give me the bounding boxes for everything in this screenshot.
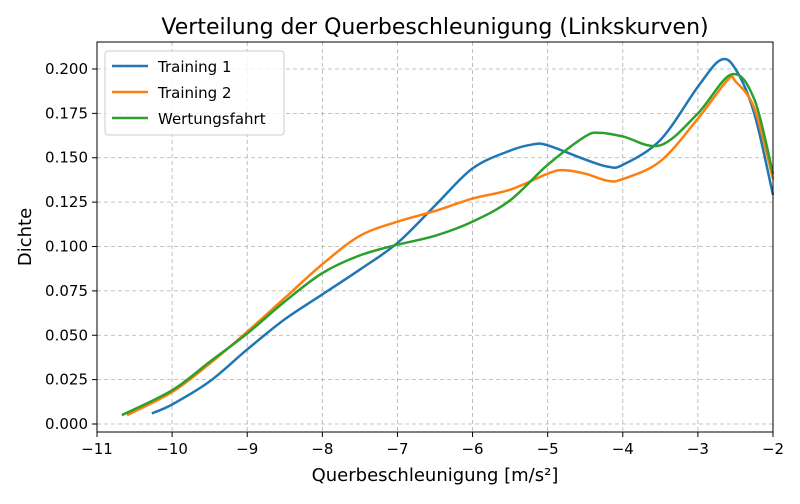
x-tick-label: −3 (687, 440, 709, 458)
y-tick-label: 0.075 (45, 282, 88, 300)
legend-label: Training 1 (157, 58, 232, 76)
chart-title: Verteilung der Querbeschleunigung (Links… (161, 15, 708, 40)
y-axis-label: Dichte (15, 208, 36, 266)
y-tick-label: 0.100 (45, 237, 88, 255)
x-tick-label: −6 (461, 440, 483, 458)
x-axis-label: Querbeschleunigung [m/s²] (312, 465, 559, 486)
series-line-wertungsfahrt (121, 72, 775, 417)
legend-label: Training 2 (157, 84, 232, 102)
legend-label: Wertungsfahrt (158, 110, 266, 128)
series-line-training-1 (151, 57, 775, 415)
y-tick-label: 0.150 (45, 149, 88, 167)
x-tick-label: −4 (612, 440, 634, 458)
y-tick-label: 0.025 (45, 371, 88, 389)
x-tick-label: −2 (762, 440, 784, 458)
series-group (121, 57, 775, 417)
y-tick-label: 0.050 (45, 326, 88, 344)
x-tick-label: −7 (386, 440, 408, 458)
x-tick-label: −8 (311, 440, 333, 458)
y-tick-label: 0.125 (45, 193, 88, 211)
x-tick-label: −11 (81, 440, 113, 458)
y-tick-label: 0.175 (45, 104, 88, 122)
plot-frame (96, 41, 774, 433)
y-tick-label: 0.000 (45, 415, 88, 433)
x-tick-label: −10 (156, 440, 188, 458)
y-tick-label: 0.200 (45, 60, 88, 78)
legend: Training 1 Training 2 Wertungsfahrt (104, 50, 285, 136)
x-tick-label: −5 (537, 440, 559, 458)
x-tick-label: −9 (236, 440, 258, 458)
ticks: −11 −10 −9 −8 −7 −6 −5 −4 −3 −2 0.000 0.025 0.050 0.0… (45, 60, 784, 458)
legend-box (104, 50, 285, 136)
